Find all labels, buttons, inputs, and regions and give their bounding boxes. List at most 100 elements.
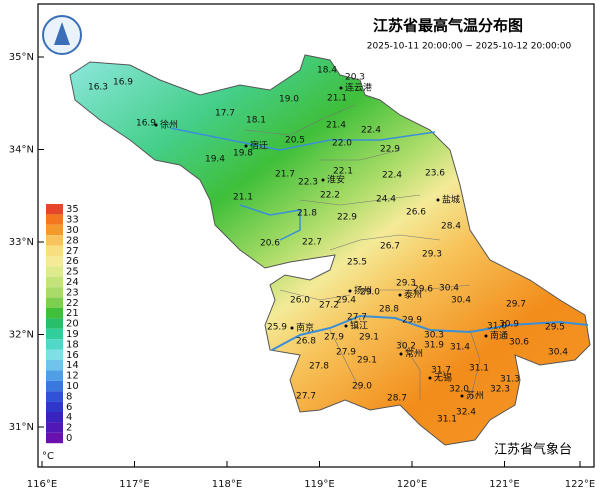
legend-label: 21 (66, 308, 79, 319)
temperature-label: 31.9 (424, 341, 444, 351)
legend-label: 27 (66, 246, 79, 257)
city-dot (344, 324, 348, 328)
temperature-label: 31.3 (500, 375, 520, 385)
legend-label: 24 (66, 277, 79, 288)
temperature-label: 30.4 (451, 296, 471, 306)
legend-swatch (46, 328, 63, 340)
logo-tower (54, 22, 70, 45)
city-name: 连云港 (345, 82, 372, 94)
legend-label: 14 (66, 360, 79, 371)
temperature-label: 16.9 (136, 119, 156, 129)
temperature-label: 29.0 (360, 288, 380, 298)
temperature-label: 21.4 (326, 121, 346, 131)
temperature-label: 22.2 (320, 191, 340, 201)
legend-label: 12 (66, 371, 79, 382)
temperature-label: 19.0 (279, 95, 299, 105)
legend-label: 28 (66, 235, 79, 246)
lon-label: 117°E (119, 479, 149, 490)
legend-label: 6 (66, 402, 72, 413)
temperature-label: 18.1 (246, 116, 266, 126)
temperature-label: 24.4 (376, 195, 396, 205)
lat-label: 31°N (9, 422, 34, 433)
temperature-label: 25.9 (267, 323, 287, 333)
temperature-label: 31.1 (437, 415, 457, 425)
city-dot (339, 86, 343, 90)
temperature-label: 16.3 (88, 83, 108, 93)
temperature-label: 29.4 (336, 296, 356, 306)
temperature-label: 19.4 (205, 155, 225, 165)
temperature-label: 26.7 (380, 242, 400, 252)
city-dot (321, 178, 325, 182)
overlay: 35°N 34°N 33°N 32°N 31°N 116°E 117°E 118°E 119°E… (9, 52, 595, 490)
legend-label: 16 (66, 350, 79, 361)
temperature-label: 29.9 (402, 316, 422, 326)
temperature-label: 18.4 (317, 66, 337, 76)
legend-swatch (46, 339, 63, 350)
title: 江苏省最高气温分布图 (373, 17, 523, 35)
city-name: 盐城 (442, 194, 460, 206)
city-dot (428, 376, 432, 380)
city-dot (399, 352, 403, 356)
legend-swatch (46, 204, 63, 215)
temperature-label: 31.7 (431, 366, 451, 376)
legend-swatch (46, 308, 63, 319)
district-boundaries (244, 104, 481, 401)
temperature-label: 28.4 (441, 222, 461, 232)
temperature-label: 22.3 (298, 178, 318, 188)
temperature-label: 21.7 (275, 170, 295, 180)
temperature-label: 30.6 (509, 338, 529, 348)
temperature-label: 30.4 (439, 284, 459, 294)
city-name: 泰州 (404, 289, 422, 301)
temperature-label: 31.4 (450, 343, 470, 353)
temperature-label: 27.9 (336, 348, 356, 358)
legend-label: 4 (66, 412, 72, 423)
temperature-label: 27.8 (309, 362, 329, 372)
city-dot (244, 144, 248, 148)
city-dot (154, 123, 158, 127)
city-name: 徐州 (160, 119, 178, 131)
city-name: 常州 (405, 348, 423, 360)
city-dot (348, 289, 352, 293)
legend-label: 10 (66, 381, 79, 392)
temperature-label: 29.1 (359, 333, 379, 343)
city-name: 宿迁 (250, 140, 268, 152)
temperature-label: 29.0 (352, 382, 372, 392)
lat-label: 35°N (9, 52, 34, 63)
footer: 江苏省气象台 (494, 442, 572, 458)
city-dot (436, 198, 440, 202)
temperature-label: 22.1 (333, 167, 353, 177)
city-name: 扬州 (354, 285, 372, 297)
lon-label: 118°E (212, 479, 242, 490)
legend-label: 26 (66, 256, 79, 267)
legend-label: 20 (66, 319, 79, 330)
temperature-label: 21.1 (233, 193, 253, 203)
temperature-label: 19.8 (233, 149, 253, 159)
lake (239, 204, 301, 241)
legend-swatch (46, 256, 63, 267)
lon-label: 116°E (27, 479, 57, 490)
legend-unit: °C (42, 451, 54, 462)
legend-label: 2 (66, 423, 72, 434)
temperature-label: 31.0 (487, 322, 507, 332)
legend-swatch (46, 360, 63, 371)
legend-label: 0 (66, 433, 72, 444)
temperature-label: 27.2 (319, 301, 339, 311)
legend-swatch (46, 401, 63, 412)
city-name: 南京 (296, 322, 314, 334)
lat-label: 33°N (9, 237, 34, 248)
city-name: 苏州 (466, 390, 484, 402)
legend-swatch (46, 432, 63, 444)
temperature-label: 28.8 (379, 305, 399, 315)
temperature-label: 27.9 (324, 333, 344, 343)
temperature-label: 16.9 (113, 78, 133, 88)
legend-swatch (46, 349, 63, 360)
legend-swatch (46, 412, 63, 423)
city-dot (290, 326, 294, 330)
legend-swatch (46, 214, 63, 225)
temperature-label: 20.5 (285, 136, 305, 146)
temperature-label: 32.0 (449, 385, 469, 395)
lat-label: 34°N (9, 145, 34, 156)
temperature-label: 26.0 (290, 296, 310, 306)
legend-label: 8 (66, 391, 72, 402)
temperature-label: 25.5 (347, 258, 367, 268)
